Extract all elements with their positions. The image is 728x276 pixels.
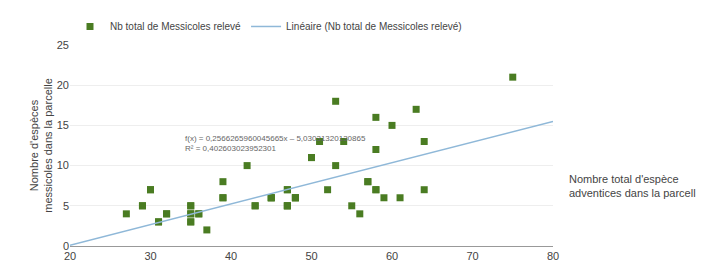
svg-text:20: 20	[64, 250, 76, 262]
svg-text:Nombre total d'espèceadventice: Nombre total d'espèceadventices dans la …	[569, 173, 696, 199]
svg-text:80: 80	[547, 250, 559, 262]
svg-text:40: 40	[225, 250, 237, 262]
svg-text:60: 60	[386, 250, 398, 262]
svg-text:5: 5	[63, 200, 69, 212]
svg-text:20: 20	[57, 79, 69, 91]
svg-text:f(x) = 0,2566265960045665x – 5: f(x) = 0,2566265960045665x – 5,030313201…	[185, 134, 366, 153]
svg-text:30: 30	[144, 250, 156, 262]
svg-text:70: 70	[466, 250, 478, 262]
svg-text:15: 15	[57, 119, 69, 131]
svg-text:0: 0	[63, 240, 69, 252]
svg-text:25: 25	[57, 39, 69, 51]
svg-text:Nb total de Messicoles relevé: Nb total de Messicoles relevé	[110, 21, 241, 32]
svg-text:Nombre d'espècesmessicoles dan: Nombre d'espècesmessicoles dans la parce…	[28, 78, 54, 213]
svg-text:10: 10	[57, 159, 69, 171]
svg-text:50: 50	[305, 250, 317, 262]
svg-text:Linéaire (Nb total de Messicol: Linéaire (Nb total de Messicoles relevé)	[286, 21, 462, 32]
